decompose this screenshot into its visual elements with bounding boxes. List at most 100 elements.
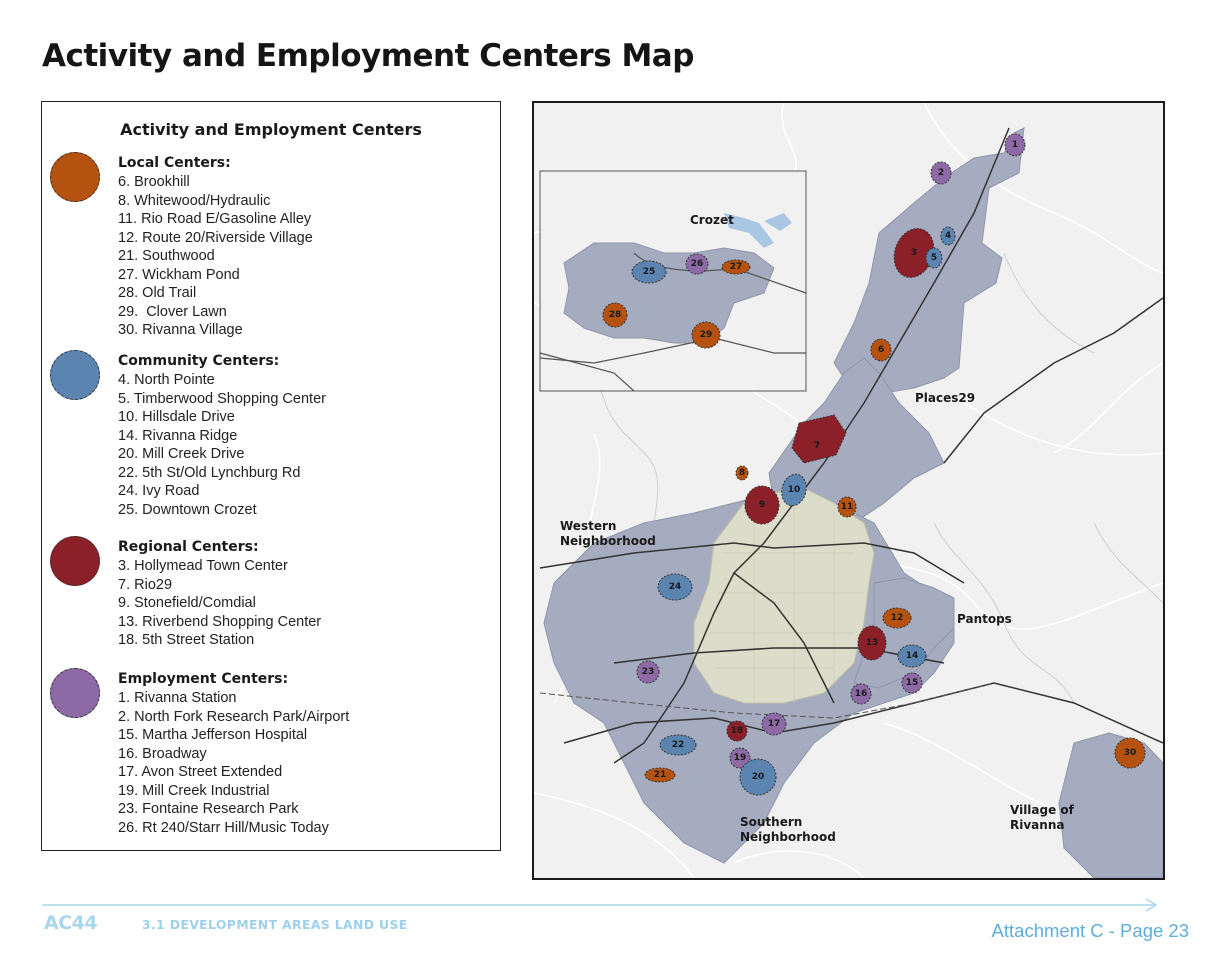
legend-item: 7. Rio29	[118, 576, 173, 593]
center-marker-28[interactable]	[602, 302, 628, 328]
legend-item: 20. Mill Creek Drive	[118, 446, 245, 462]
center-marker-12[interactable]	[882, 607, 912, 629]
southern-neighborhood-label-line2: Neighborhood	[740, 830, 836, 844]
center-marker-30[interactable]	[1114, 737, 1146, 769]
center-marker-29[interactable]	[691, 321, 721, 349]
center-marker-7[interactable]	[791, 414, 847, 464]
center-marker-25[interactable]	[631, 260, 667, 284]
legend-item: 21. Southwood	[118, 248, 215, 264]
village-of-rivanna-label-line2: Rivanna	[1010, 818, 1064, 832]
center-marker-21[interactable]	[644, 767, 676, 783]
map-canvas: 1 2 3 4 5 6 7 8 9 10 11 12 13 14 15 16 1…	[534, 103, 1163, 878]
highways	[539, 127, 1163, 764]
legend-item: 29. Clover Lawn	[118, 303, 227, 320]
center-marker-19[interactable]	[729, 747, 751, 769]
center-markers	[602, 133, 1146, 796]
center-number: 26	[691, 259, 704, 269]
legend-item: 11. Rio Road E/Gasoline Alley	[118, 211, 312, 227]
center-marker-15[interactable]	[901, 672, 923, 694]
footer-section-label: 3.1 DEVELOPMENT AREAS LAND USE	[142, 917, 408, 932]
southern-neighborhood-label-line1: Southern	[740, 815, 802, 829]
local-center-swatch	[50, 152, 100, 202]
center-number: 25	[643, 267, 656, 277]
center-marker-10[interactable]	[778, 471, 809, 508]
center-number: 29	[700, 330, 713, 340]
area-labels: Crozet Places29 Western Neighborhood Pan…	[560, 213, 1075, 844]
center-number: 1	[1012, 140, 1018, 150]
pantops-label: Pantops	[957, 612, 1012, 626]
center-number: 20	[752, 772, 765, 782]
center-number: 17	[768, 719, 781, 729]
center-marker-2[interactable]	[930, 161, 952, 185]
centers-map[interactable]: 1 2 3 4 5 6 7 8 9 10 11 12 13 14 15 16 1…	[532, 101, 1165, 880]
center-marker-22[interactable]	[659, 734, 697, 756]
center-marker-26[interactable]	[685, 253, 709, 275]
western-neighborhood-label-line2: Neighborhood	[560, 534, 656, 548]
center-number: 9	[759, 500, 765, 510]
center-number: 23	[642, 667, 655, 677]
legend-item: 8. Whitewood/Hydraulic	[118, 192, 271, 209]
legend-group-heading: Local Centers:	[118, 155, 231, 171]
legend-item: 23. Fontaine Research Park	[118, 801, 299, 817]
western-neighborhood-label-line1: Western	[560, 519, 616, 533]
center-number-labels: 1 2 3 4 5 6 7 8 9 10 11 12 13 14 15 16 1…	[609, 140, 1137, 782]
legend-item: 9. Stonefield/Comdial	[118, 595, 256, 611]
center-number: 30	[1124, 748, 1137, 758]
legend-item: 2. North Fork Research Park/Airport	[118, 708, 350, 725]
center-marker-4[interactable]	[940, 226, 956, 246]
legend-item: 13. Riverbend Shopping Center	[118, 613, 322, 630]
legend-item: 6. Brookhill	[118, 174, 190, 190]
center-number: 7	[814, 441, 820, 451]
center-number: 22	[672, 740, 685, 750]
center-marker-9[interactable]	[744, 485, 780, 525]
center-marker-17[interactable]	[761, 712, 787, 736]
center-marker-1[interactable]	[1004, 133, 1026, 157]
center-number: 2	[938, 168, 944, 178]
center-number: 27	[730, 262, 743, 272]
center-marker-24[interactable]	[657, 573, 693, 601]
footer-page-label: Attachment C - Page 23	[991, 920, 1189, 941]
center-marker-6[interactable]	[870, 338, 892, 362]
legend-item: 28. Old Trail	[118, 285, 197, 301]
center-marker-14[interactable]	[897, 644, 927, 668]
legend-group-heading: Community Centers:	[118, 353, 280, 369]
legend-item: 12. Route 20/Riverside Village	[118, 229, 313, 246]
center-marker-16[interactable]	[850, 683, 872, 705]
center-number: 21	[654, 770, 667, 780]
center-number: 24	[669, 582, 682, 592]
legend-item: 24. Ivy Road	[118, 483, 200, 499]
center-number: 14	[906, 651, 919, 661]
rail-lines	[539, 682, 995, 719]
footer-arrow	[42, 898, 1158, 912]
center-number: 18	[731, 726, 744, 736]
center-marker-20[interactable]	[739, 758, 777, 796]
center-number: 11	[841, 502, 854, 512]
legend-item: 14. Rivanna Ridge	[118, 427, 238, 444]
center-marker-27[interactable]	[721, 259, 751, 275]
center-marker-11[interactable]	[837, 496, 857, 518]
center-number: 13	[866, 638, 879, 648]
legend-item: 25. Downtown Crozet	[118, 501, 257, 518]
center-marker-5[interactable]	[925, 247, 943, 269]
village-of-rivanna-label-line1: Village of	[1010, 803, 1075, 817]
crozet-lakes	[724, 213, 792, 248]
center-number: 5	[931, 253, 937, 263]
legend-item: 15. Martha Jefferson Hospital	[118, 727, 308, 743]
legend-item: 1. Rivanna Station	[118, 690, 237, 706]
city-streets	[709, 493, 864, 703]
legend-item: 5. Timberwood Shopping Center	[118, 390, 326, 407]
legend-group-heading: Regional Centers:	[118, 539, 259, 555]
center-number: 12	[891, 613, 904, 623]
community-center-swatch	[50, 350, 100, 400]
center-marker-13[interactable]	[857, 625, 887, 661]
center-marker-8[interactable]	[735, 465, 749, 481]
legend-item: 27. Wickham Pond	[118, 266, 240, 283]
center-marker-18[interactable]	[726, 720, 748, 742]
footer-brand-logo: AC44	[44, 912, 98, 934]
center-marker-23[interactable]	[636, 660, 660, 684]
center-number: 15	[906, 678, 919, 688]
legend-item: 4. North Pointe	[118, 372, 215, 388]
legend-item: 19. Mill Creek Industrial	[118, 782, 270, 799]
center-number: 3	[911, 248, 917, 258]
legend-item: 10. Hillsdale Drive	[118, 409, 235, 425]
